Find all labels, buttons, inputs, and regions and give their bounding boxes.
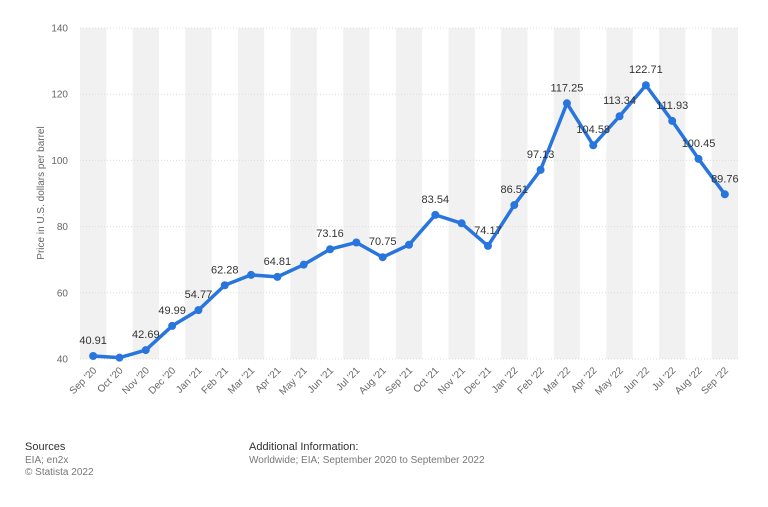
- data-point[interactable]: [694, 154, 703, 163]
- y-tick-label: 120: [51, 90, 68, 101]
- data-point[interactable]: [89, 351, 98, 360]
- x-tick-label: Jan '21: [174, 365, 205, 396]
- data-label: 104.58: [576, 124, 610, 136]
- additional-info-block: Additional Information: Worldwide; EIA; …: [249, 441, 485, 467]
- data-point[interactable]: [405, 240, 413, 249]
- band-8: [290, 28, 317, 359]
- data-labels: 40.91 42.69 49.99 54.77 62.28 64.81 73.16 70.75…: [79, 64, 738, 347]
- data-point[interactable]: [483, 241, 492, 250]
- band-10: [343, 28, 370, 359]
- x-tick-label: Mar '21: [226, 365, 257, 396]
- data-label: 40.91: [79, 335, 107, 347]
- sources-block: Sources EIA; en2x © Statista 2022: [25, 441, 94, 479]
- band-2: [132, 28, 159, 359]
- band-0: [80, 28, 107, 359]
- data-label: 97.13: [527, 149, 555, 161]
- data-label: 113.34: [603, 95, 636, 107]
- x-tick-label: Dec '21: [463, 365, 495, 397]
- data-label: 89.76: [711, 173, 739, 185]
- copyright-text: © Statista 2022: [25, 467, 94, 478]
- x-tick-label: Jan '22: [490, 365, 521, 396]
- data-point[interactable]: [220, 281, 229, 290]
- data-point[interactable]: [562, 99, 571, 108]
- additional-info-text: Worldwide; EIA; September 2020 to Septem…: [249, 455, 485, 466]
- data-label: 54.77: [185, 289, 213, 301]
- band-18: [553, 28, 581, 359]
- data-label: 64.81: [264, 256, 292, 268]
- data-point[interactable]: [378, 253, 387, 262]
- data-label: 117.25: [551, 82, 584, 94]
- y-tick-label: 60: [57, 288, 69, 299]
- data-point[interactable]: [273, 272, 282, 281]
- y-tick-label: 140: [51, 24, 68, 35]
- x-tick-label: Sep '22: [699, 365, 731, 397]
- x-tick-label: Jun '21: [306, 365, 337, 396]
- data-label: 83.54: [422, 194, 450, 206]
- data-label: 74.17: [474, 225, 502, 237]
- data-label: 70.75: [369, 236, 397, 248]
- data-label: 122.71: [629, 64, 663, 76]
- data-point[interactable]: [326, 245, 335, 254]
- x-tick-label: Jun '22: [622, 365, 653, 396]
- data-point[interactable]: [115, 353, 124, 362]
- data-point[interactable]: [641, 81, 650, 90]
- data-label: 100.45: [682, 138, 716, 150]
- data-point[interactable]: [457, 219, 466, 228]
- data-point[interactable]: [141, 346, 150, 355]
- data-label: 42.69: [132, 329, 160, 341]
- band-12: [395, 28, 423, 359]
- x-tick-label: Aug '21: [357, 365, 389, 397]
- x-tick-label: Nov '20: [120, 365, 152, 397]
- data-point[interactable]: [194, 306, 203, 315]
- y-axis-label: Price in U.S. dollars per barrel: [36, 126, 47, 259]
- x-tick-label: Mar '22: [542, 365, 573, 396]
- data-points: [89, 81, 729, 362]
- data-point[interactable]: [668, 116, 677, 125]
- data-point[interactable]: [431, 210, 440, 219]
- x-tick-label: Feb '21: [200, 365, 231, 396]
- data-point[interactable]: [510, 201, 519, 210]
- data-label: 111.93: [656, 100, 688, 112]
- x-tick-label: Aug '22: [673, 365, 705, 397]
- data-point[interactable]: [168, 321, 177, 330]
- band-6: [237, 28, 265, 359]
- data-label: 62.28: [211, 264, 239, 276]
- additional-info-heading[interactable]: Additional Information:: [249, 441, 359, 453]
- band-22: [659, 28, 686, 359]
- x-tick-label: May '21: [278, 365, 311, 398]
- data-point[interactable]: [720, 190, 729, 199]
- y-axis-ticks: 40 60 80 100 120 140: [51, 24, 68, 366]
- data-point[interactable]: [536, 165, 545, 174]
- x-tick-label: Feb '22: [516, 365, 547, 396]
- sources-heading[interactable]: Sources: [25, 441, 66, 453]
- x-tick-label: Nov '21: [436, 365, 468, 397]
- y-tick-label: 40: [57, 355, 69, 366]
- data-point[interactable]: [352, 238, 361, 247]
- data-point[interactable]: [299, 260, 308, 269]
- band-20: [606, 28, 633, 359]
- data-point[interactable]: [247, 270, 256, 279]
- x-tick-label: May '22: [593, 365, 626, 398]
- data-label: 49.99: [158, 305, 186, 317]
- x-tick-label: Sep '21: [384, 365, 416, 397]
- data-point[interactable]: [589, 141, 598, 150]
- y-tick-label: 80: [57, 222, 69, 233]
- data-point[interactable]: [615, 112, 624, 121]
- data-label: 73.16: [316, 228, 344, 240]
- x-tick-label: Sep '20: [68, 365, 100, 397]
- x-tick-label: Dec '20: [147, 365, 179, 397]
- data-label: 86.51: [501, 184, 529, 196]
- band-14: [448, 28, 475, 359]
- background-bands: [80, 28, 738, 359]
- sources-text: EIA; en2x: [25, 455, 69, 466]
- y-tick-label: 100: [51, 156, 68, 167]
